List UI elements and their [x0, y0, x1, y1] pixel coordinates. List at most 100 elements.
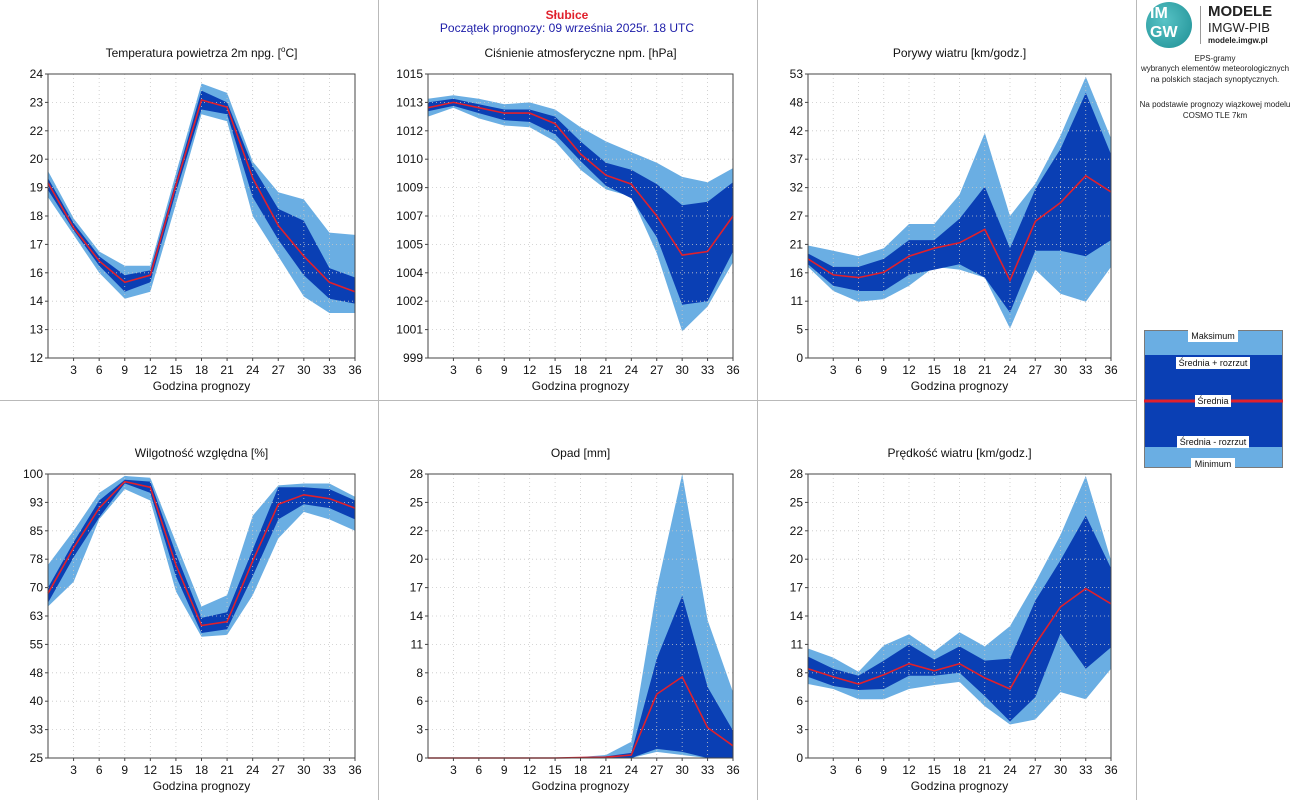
wind-ytick-label: 11 — [791, 637, 804, 651]
legend-min-label: Minimum — [1195, 459, 1232, 469]
humidity-title: Wilgotność względna [%] — [135, 446, 268, 460]
pressure-xtick-label: 24 — [625, 363, 639, 377]
gusts-title: Porywy wiatru [km/godz.] — [893, 46, 1026, 60]
gusts-ytick-label: 37 — [790, 152, 804, 166]
wind-ytick-label: 3 — [796, 723, 803, 737]
humidity-ytick-label: 93 — [30, 495, 44, 509]
wind-mean-line — [807, 587, 1112, 691]
gusts-spread-band — [808, 92, 1111, 313]
chart-wind-gusts: Porywy wiatru [km/godz.] 0 5 11 16 21 27 32 37 42… — [790, 46, 1118, 393]
pressure-xlabel: Godzina prognozy — [532, 379, 629, 393]
wind-title: Prędkość wiatru [km/godz.] — [887, 446, 1031, 460]
wind-xtick-label: 3 — [830, 763, 837, 777]
pressure-xtick-label: 30 — [675, 363, 689, 377]
pressure-xtick-label: 15 — [548, 363, 562, 377]
wind-xtick-label: 18 — [953, 763, 967, 777]
humidity-ytick-label: 40 — [30, 694, 44, 708]
gusts-ytick-label: 11 — [791, 294, 804, 308]
humidity-xtick-label: 3 — [70, 763, 77, 777]
legend-lower-label: Średnia - rozrzut — [1180, 436, 1247, 447]
wind-xtick-label: 6 — [855, 763, 862, 777]
humidity-xlabel: Godzina prognozy — [153, 779, 250, 793]
gusts-xtick-label: 12 — [902, 363, 916, 377]
gusts-ytick-label: 48 — [790, 95, 804, 109]
gusts-xtick-label: 6 — [855, 363, 862, 377]
temp-ytick-label: 20 — [30, 152, 44, 166]
humidity-ytick-label: 55 — [30, 637, 44, 651]
gusts-xtick-label: 18 — [953, 363, 967, 377]
wind-ytick-label: 22 — [790, 524, 804, 538]
wind-xlabel: Godzina prognozy — [911, 779, 1008, 793]
legend-max-label: Maksimum — [1191, 331, 1235, 341]
humidity-xtick-label: 30 — [297, 763, 311, 777]
legend-max-label-bg — [1188, 330, 1238, 342]
legend: Maksimum Średnia + rozrzut Średnia Średn… — [1144, 330, 1283, 469]
humidity-ytick-label: 78 — [30, 552, 44, 566]
humidity-xtick-label: 27 — [272, 763, 286, 777]
precip-xtick-label: 12 — [523, 763, 537, 777]
precip-spread-band — [428, 595, 733, 758]
pressure-ytick-label: 1001 — [396, 323, 423, 337]
temp-xtick-label: 15 — [169, 363, 183, 377]
precip-xtick-label: 15 — [548, 763, 562, 777]
humidity-xtick-label: 12 — [144, 763, 158, 777]
humidity-ytick-label: 70 — [30, 581, 44, 595]
temp-xtick-label: 30 — [297, 363, 311, 377]
pressure-spread-band — [428, 98, 733, 305]
gusts-ytick-label: 32 — [790, 181, 804, 195]
wind-ytick-label: 25 — [790, 495, 804, 509]
temp-xtick-label: 33 — [323, 363, 337, 377]
precip-ytick-label: 0 — [416, 751, 423, 765]
temp-xtick-label: 6 — [96, 363, 103, 377]
wind-xtick-label: 27 — [1029, 763, 1043, 777]
temp-xtick-label: 12 — [144, 363, 158, 377]
temp-ytick-label: 17 — [30, 237, 44, 251]
humidity-xtick-label: 36 — [348, 763, 362, 777]
precip-xlabel: Godzina prognozy — [532, 779, 629, 793]
precip-xtick-label: 21 — [599, 763, 613, 777]
logo-separator — [1200, 6, 1201, 44]
info-line-3: na polskich stacjach synoptycznych. — [1150, 75, 1280, 84]
temp-ytick-label: 14 — [30, 294, 44, 308]
precip-ytick-label: 28 — [410, 467, 424, 481]
legend-upper-label: Średnia + rozrzut — [1179, 357, 1248, 368]
temp-ytick-label: 19 — [30, 181, 44, 195]
humidity-xtick-label: 9 — [121, 763, 128, 777]
temp-xtick-label: 9 — [121, 363, 128, 377]
gusts-ytick-label: 16 — [790, 266, 804, 280]
legend-min-label-bg — [1191, 458, 1235, 469]
gusts-ytick-label: 5 — [796, 323, 803, 337]
precip-ytick-label: 14 — [410, 609, 424, 623]
legend-mean-label-bg — [1195, 395, 1231, 407]
wind-xtick-label: 21 — [978, 763, 992, 777]
humidity-ytick-label: 33 — [30, 723, 44, 737]
wind-xtick-label: 15 — [928, 763, 942, 777]
gusts-xtick-label: 30 — [1054, 363, 1068, 377]
precip-xtick-label: 27 — [650, 763, 664, 777]
logo-emblem-bottom: GW — [1150, 24, 1178, 41]
temp-ytick-label: 18 — [30, 209, 44, 223]
pressure-ytick-label: 1004 — [396, 266, 423, 280]
humidity-xtick-label: 33 — [323, 763, 337, 777]
humidity-xtick-label: 21 — [220, 763, 234, 777]
pressure-xtick-label: 3 — [450, 363, 457, 377]
temp-spread-band — [48, 90, 355, 304]
precip-xtick-label: 36 — [726, 763, 740, 777]
temp-xlabel: Godzina prognozy — [153, 379, 250, 393]
chart-wind-speed: Prędkość wiatru [km/godz.]03681114172022… — [790, 446, 1118, 793]
pressure-mean-line — [427, 101, 734, 256]
gusts-xtick-label: 21 — [978, 363, 992, 377]
gusts-xtick-label: 15 — [928, 363, 942, 377]
humidity-xtick-label: 18 — [195, 763, 209, 777]
temp-ytick-label: 23 — [30, 95, 44, 109]
temp-mean-line — [47, 99, 356, 293]
precip-ytick-label: 8 — [416, 666, 423, 680]
pressure-xtick-label: 9 — [501, 363, 508, 377]
humidity-mean-line — [47, 480, 356, 627]
gusts-xtick-label: 33 — [1079, 363, 1093, 377]
gusts-xtick-label: 36 — [1104, 363, 1118, 377]
chart-humidity: Wilgotność względna [%]25334048556370788… — [23, 446, 362, 793]
wind-ytick-label: 17 — [790, 581, 804, 595]
pressure-ytick-label: 999 — [403, 351, 423, 365]
wind-ytick-label: 20 — [790, 552, 804, 566]
